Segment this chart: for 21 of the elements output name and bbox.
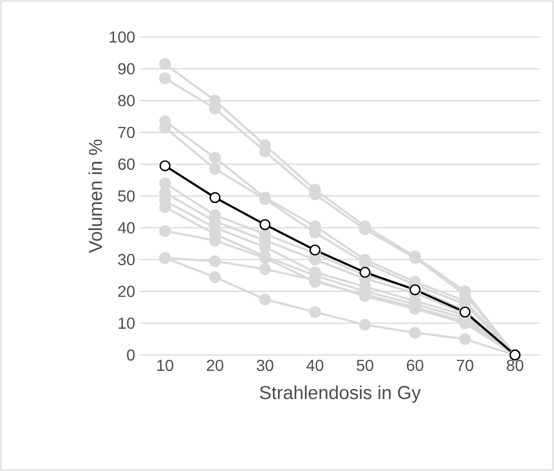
y-tick-label: 60 bbox=[118, 158, 135, 170]
x-tick-label: 20 bbox=[206, 360, 224, 372]
x-tick-label: 80 bbox=[506, 360, 524, 372]
y-tick-label: 30 bbox=[118, 254, 135, 266]
y-tick-label: 10 bbox=[118, 318, 135, 329]
y-tick-label: 100 bbox=[110, 31, 135, 43]
y-tick-label: 40 bbox=[118, 222, 135, 234]
x-axis-title: Strahlendosis in Gy bbox=[260, 386, 421, 403]
y-tick-label: 50 bbox=[118, 190, 135, 202]
y-tick-label: 20 bbox=[118, 286, 135, 298]
x-tick-label: 60 bbox=[406, 360, 424, 372]
y-tick-label: 90 bbox=[118, 63, 135, 74]
y-axis-title: Volumen in % bbox=[88, 140, 102, 253]
y-tick-label: 0 bbox=[127, 349, 135, 361]
x-tick-label: 70 bbox=[456, 360, 474, 372]
y-tick-label: 80 bbox=[118, 94, 135, 106]
x-tick-label: 40 bbox=[306, 360, 324, 372]
x-tick-label: 50 bbox=[356, 360, 374, 372]
y-tick-label: 70 bbox=[118, 126, 135, 138]
x-tick-label: 10 bbox=[157, 360, 174, 372]
x-tick-label: 30 bbox=[256, 360, 274, 372]
